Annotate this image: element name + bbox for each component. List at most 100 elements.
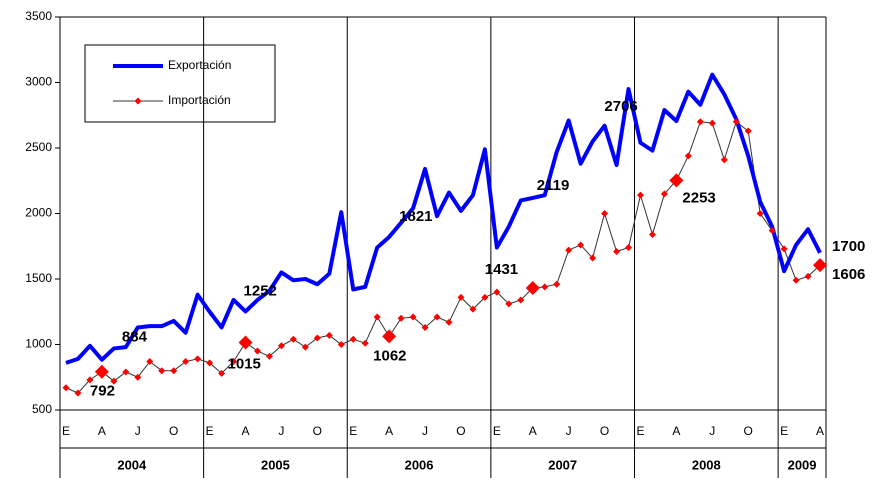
import-marker (158, 367, 166, 375)
import-marker (553, 280, 561, 288)
x-tick-label: O (313, 424, 322, 438)
import-marker (577, 241, 585, 249)
import-marker (708, 119, 716, 127)
legend-label: Importación (168, 93, 231, 107)
import-marker (409, 313, 417, 321)
year-label: 2007 (548, 457, 577, 472)
import-marker (194, 355, 202, 363)
import-marker (301, 343, 309, 351)
import-marker (277, 342, 285, 350)
x-tick-label: O (456, 424, 465, 438)
import-marker (720, 156, 728, 164)
import-marker (397, 314, 405, 322)
x-tick-label: J (709, 424, 715, 438)
y-tick-label: 500 (32, 402, 52, 416)
import-marker (62, 384, 70, 392)
value-label: 1821 (399, 208, 432, 225)
import-marker (756, 210, 764, 217)
import-marker (361, 339, 369, 347)
import-marker (589, 254, 597, 262)
import-marker (481, 293, 489, 301)
y-tick-label: 2500 (25, 140, 52, 154)
import-marker (684, 152, 692, 160)
import-marker (421, 323, 429, 331)
value-label: 1252 (244, 282, 277, 299)
import-marker (660, 190, 668, 198)
import-marker (804, 272, 812, 280)
x-tick-label: E (780, 424, 788, 438)
import-marker (792, 276, 800, 284)
import-marker (253, 347, 261, 355)
x-tick-label: J (278, 424, 284, 438)
import-marker (170, 367, 178, 375)
import-marker (433, 313, 441, 321)
x-tick-label: A (98, 424, 106, 438)
value-label: 1015 (228, 356, 261, 373)
x-tick-label: O (744, 424, 753, 438)
year-label: 2006 (405, 457, 434, 472)
import-marker (146, 358, 154, 366)
import-marker (625, 244, 633, 252)
import-marker (218, 369, 226, 377)
import-marker (525, 281, 540, 296)
x-tick-label: A (529, 424, 537, 438)
year-label: 2005 (261, 457, 290, 472)
import-marker (696, 118, 704, 126)
import-marker (122, 368, 130, 376)
import-line (65, 120, 821, 394)
legend-box (84, 44, 276, 123)
import-marker (86, 376, 94, 384)
import-marker (313, 334, 321, 342)
year-label: 2009 (788, 457, 817, 472)
value-label: 2253 (682, 189, 715, 206)
import-marker (541, 283, 549, 291)
import-marker (780, 245, 788, 253)
import-marker (74, 389, 82, 397)
x-tick-label: E (493, 424, 501, 438)
y-tick-label: 1000 (25, 337, 52, 351)
import-marker (349, 335, 357, 343)
import-marker (493, 288, 501, 296)
x-tick-label: J (422, 424, 428, 438)
year-label: 2004 (117, 457, 147, 472)
x-tick-label: E (62, 424, 70, 438)
import-marker (505, 300, 513, 308)
import-marker (565, 246, 573, 254)
import-marker (768, 227, 776, 235)
import-marker (238, 335, 253, 350)
import-marker (206, 359, 214, 367)
value-label: 884 (122, 329, 148, 346)
import-marker (337, 341, 345, 348)
legend-label: Exportación (168, 58, 231, 72)
x-tick-label: A (242, 424, 250, 438)
value-label: 2706 (604, 98, 637, 115)
import-marker (289, 335, 297, 343)
value-label: 1606 (832, 266, 865, 283)
import-marker (110, 377, 118, 385)
import-marker (373, 313, 381, 321)
x-tick-label: J (566, 424, 572, 438)
import-marker (636, 191, 644, 199)
y-tick-label: 1500 (25, 271, 52, 285)
x-tick-label: A (816, 424, 824, 438)
import-marker (94, 364, 109, 379)
y-tick-label: 3000 (25, 75, 52, 89)
import-marker (613, 247, 621, 255)
x-tick-label: A (672, 424, 680, 438)
legend-swatch (134, 97, 142, 105)
import-marker (457, 293, 465, 301)
import-marker (517, 296, 525, 304)
value-label: 1700 (832, 238, 865, 255)
x-tick-label: E (636, 424, 644, 438)
y-tick-label: 3500 (25, 9, 52, 23)
value-label: 792 (90, 383, 115, 400)
value-label: 1062 (373, 347, 406, 364)
value-label: 2119 (537, 177, 570, 194)
y-tick-label: 2000 (25, 206, 52, 220)
import-marker (744, 127, 752, 135)
import-marker (813, 258, 828, 273)
x-tick-label: E (349, 424, 357, 438)
x-tick-label: E (206, 424, 214, 438)
import-marker (230, 358, 238, 366)
